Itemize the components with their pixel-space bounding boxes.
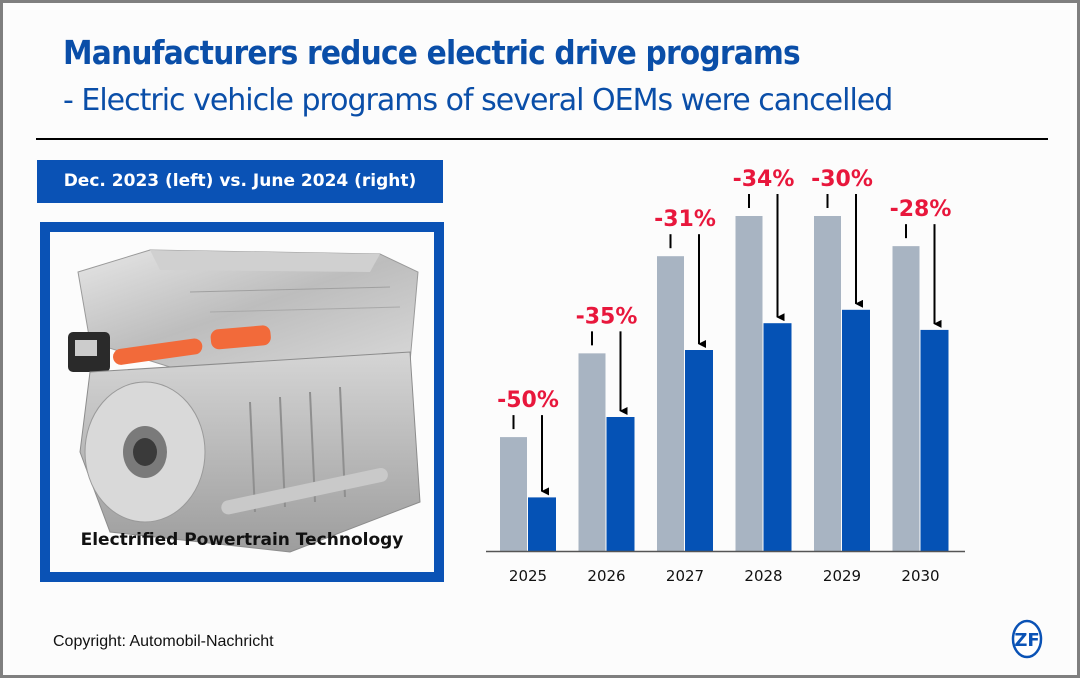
zf-logo-text: ZF	[1014, 630, 1039, 651]
bar-june-2024-2030	[920, 329, 949, 551]
zf-logo: ZF	[1011, 619, 1043, 659]
change-label-2029: -30%	[811, 167, 873, 192]
bar-dec-2023-2027	[657, 256, 684, 551]
bar-dec-2023-2030	[892, 246, 920, 551]
bar-dec-2023-2028	[735, 216, 763, 551]
bar-june-2024-2028	[763, 323, 792, 551]
x-tick-label-2027: 2027	[666, 567, 704, 585]
bar-dec-2023-2026	[578, 353, 606, 551]
x-tick-label-2030: 2030	[901, 567, 939, 585]
bar-june-2024-2025	[528, 497, 556, 551]
bar-june-2024-2027	[685, 350, 713, 551]
bar-chart: -50% 2025 -35% 2026 -31% 2027 -34% 2028 -30% 2029…	[486, 167, 965, 585]
image-panel: Electrified Powertrain Technology	[50, 232, 434, 572]
electric-drive-unit-illustration	[68, 249, 421, 553]
bar-dec-2023-2025	[500, 437, 527, 551]
bar-dec-2023-2029	[814, 216, 841, 551]
change-label-2030: -28%	[890, 197, 952, 222]
bar-june-2024-2029	[842, 309, 870, 551]
x-tick-label-2026: 2026	[587, 567, 625, 585]
legend-box: Dec. 2023 (left) vs. June 2024 (right)	[37, 160, 443, 203]
image-caption: Electrified Powertrain Technology	[80, 530, 404, 550]
copyright-text: Copyright: Automobil-Nachricht	[53, 633, 274, 650]
change-label-2028: -34%	[733, 167, 795, 192]
change-label-2025: -50%	[497, 388, 559, 413]
change-label-2026: -35%	[576, 304, 638, 329]
x-tick-label-2029: 2029	[823, 567, 861, 585]
bar-june-2024-2026	[606, 417, 635, 551]
change-label-2027: -31%	[654, 207, 716, 232]
page-title: Manufacturers reduce electric drive prog…	[63, 33, 801, 72]
title-divider	[36, 138, 1048, 140]
image-frame: Electrified Powertrain Technology	[40, 222, 444, 582]
x-tick-label-2025: 2025	[509, 567, 547, 585]
page-subtitle: - Electric vehicle programs of several O…	[63, 83, 893, 118]
x-tick-label-2028: 2028	[744, 567, 782, 585]
